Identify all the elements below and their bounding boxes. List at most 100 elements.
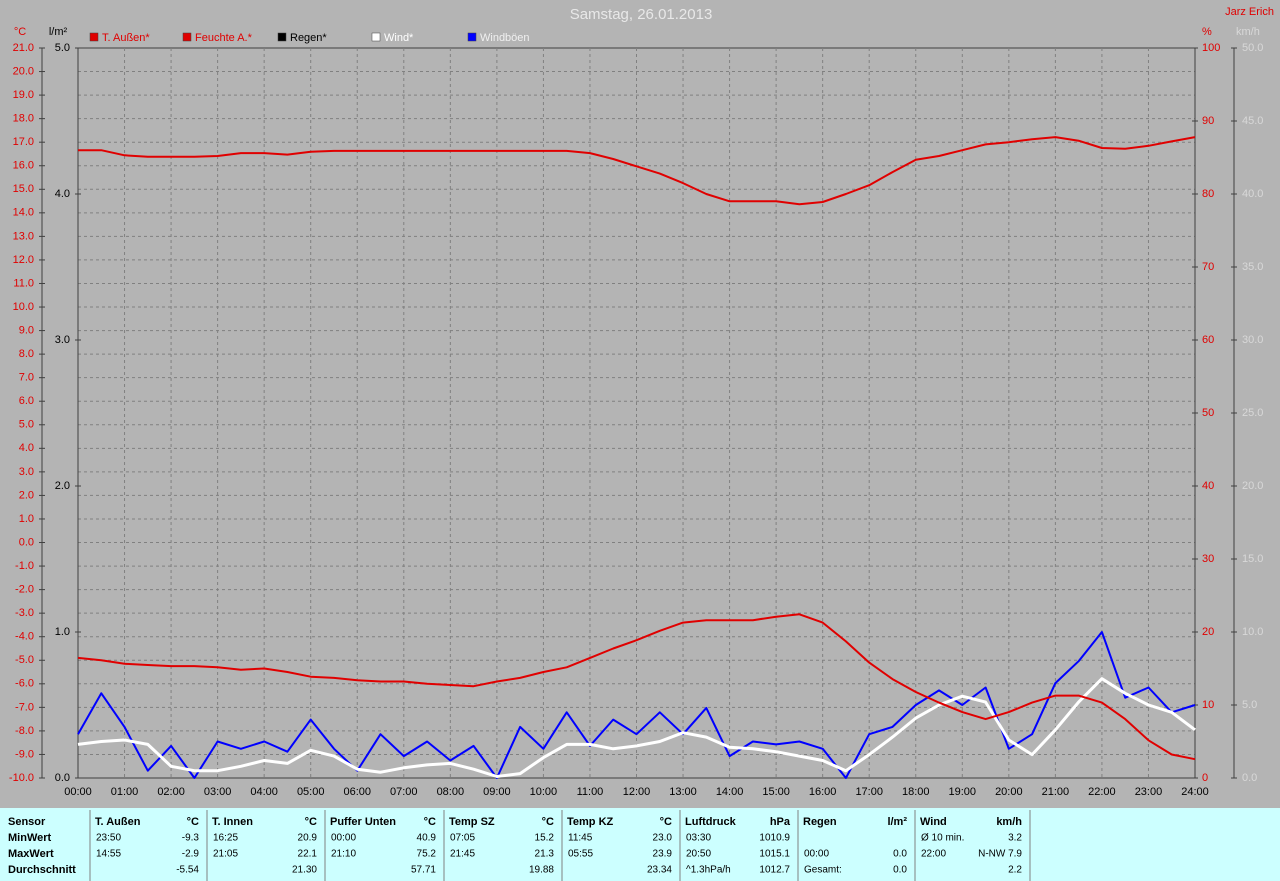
cell-time: 20:50 (686, 849, 711, 860)
y-tick-label: 3.0 (55, 334, 70, 346)
cell-value: 57.71 (411, 865, 436, 876)
legend-swatch (277, 32, 287, 42)
cell-value: 1010.9 (759, 833, 790, 844)
x-tick-label: 05:00 (297, 786, 325, 798)
y-tick-label: 5.0 (55, 42, 70, 54)
legend-swatch (182, 32, 192, 42)
y-tick-label: 80 (1202, 188, 1214, 200)
legend-label: Windböen (480, 32, 530, 44)
legend-label: T. Außen* (102, 32, 150, 44)
y-tick-label: 19.0 (13, 89, 34, 101)
column-unit: hPa (770, 816, 791, 828)
row-label: Sensor (8, 816, 46, 828)
y-tick-label: 15.0 (1242, 553, 1263, 565)
y-tick-label: 30.0 (1242, 334, 1263, 346)
column-unit: °C (305, 816, 317, 828)
cell-value: 2.2 (1008, 865, 1022, 876)
x-tick-label: 07:00 (390, 786, 418, 798)
y-tick-label: 4.0 (55, 188, 70, 200)
y-tick-label: 0.0 (19, 536, 34, 548)
y-tick-label: 40.0 (1242, 188, 1263, 200)
cell-value: N-NW 7.9 (978, 849, 1022, 860)
y-tick-label: 4.0 (19, 442, 34, 454)
y-tick-label: 5.0 (19, 419, 34, 431)
x-tick-label: 24:00 (1181, 786, 1209, 798)
legend-label: Feuchte A.* (195, 32, 253, 44)
y-tick-label: -5.0 (15, 654, 34, 666)
legend-swatch (371, 32, 381, 42)
y-tick-label: -6.0 (15, 678, 34, 690)
stats-background (0, 808, 1280, 881)
y-tick-label: 14.0 (13, 207, 34, 219)
x-tick-label: 19:00 (949, 786, 977, 798)
cell-value: 3.2 (1008, 833, 1022, 844)
x-tick-label: 17:00 (855, 786, 883, 798)
y-tick-label: -10.0 (9, 772, 34, 784)
x-tick-label: 16:00 (809, 786, 837, 798)
y-tick-label: 100 (1202, 42, 1220, 54)
cell-time: 05:55 (568, 849, 593, 860)
cell-time: 00:00 (804, 849, 829, 860)
y-tick-label: 2.0 (19, 489, 34, 501)
y-tick-label: 1.0 (55, 626, 70, 638)
cell-value: 15.2 (535, 833, 555, 844)
y-tick-label: 50 (1202, 407, 1214, 419)
cell-time: 07:05 (450, 833, 475, 844)
x-tick-label: 10:00 (530, 786, 558, 798)
y-tick-label: -8.0 (15, 725, 34, 737)
cell-time: 11:45 (568, 833, 593, 844)
x-tick-label: 23:00 (1135, 786, 1163, 798)
column-unit: l/m² (887, 816, 907, 828)
x-tick-label: 15:00 (762, 786, 790, 798)
cell-time: 21:45 (450, 849, 475, 860)
cell-time: 16:25 (213, 833, 238, 844)
y-tick-label: 90 (1202, 115, 1214, 127)
y-tick-label: 3.0 (19, 466, 34, 478)
y-tick-label: -3.0 (15, 607, 34, 619)
x-tick-label: 09:00 (483, 786, 511, 798)
x-tick-label: 08:00 (437, 786, 465, 798)
x-tick-label: 00:00 (64, 786, 92, 798)
row-label: MaxWert (8, 848, 54, 860)
cell-time: ^1.3hPa/h (686, 865, 731, 876)
cell-time: 21:10 (331, 849, 356, 860)
series-line (77, 613, 1196, 761)
x-tick-label: 04:00 (250, 786, 278, 798)
y-tick-label: 17.0 (13, 136, 34, 148)
y-tick-label: -9.0 (15, 748, 34, 760)
series-line (77, 677, 1196, 778)
author: Jarz Erich (1225, 6, 1274, 18)
cell-value: 0.0 (893, 865, 907, 876)
y-tick-label: 18.0 (13, 113, 34, 125)
x-tick-label: 18:00 (902, 786, 930, 798)
y-tick-label: 0 (1202, 772, 1208, 784)
y-tick-label: 12.0 (13, 254, 34, 266)
column-unit: km/h (996, 816, 1022, 828)
cell-value: 0.0 (893, 849, 907, 860)
column-unit: °C (424, 816, 436, 828)
column-title: Luftdruck (685, 816, 737, 828)
cell-value: 40.9 (417, 833, 437, 844)
y-tick-label: 20 (1202, 626, 1214, 638)
cell-time: 21:05 (213, 849, 238, 860)
y-tick-label: 11.0 (13, 277, 34, 289)
x-tick-label: 03:00 (204, 786, 232, 798)
y-tick-label: 8.0 (19, 348, 34, 360)
y-tick-label: 35.0 (1242, 261, 1263, 273)
y-tick-label: 0.0 (55, 772, 70, 784)
x-tick-label: 01:00 (111, 786, 139, 798)
cell-value: -9.3 (182, 833, 200, 844)
cell-value: 22.1 (298, 849, 318, 860)
cell-time: 03:30 (686, 833, 711, 844)
axis-unit: km/h (1236, 26, 1260, 38)
cell-value: 1012.7 (759, 865, 790, 876)
y-tick-label: 20.0 (13, 65, 34, 77)
y-tick-label: -7.0 (15, 701, 34, 713)
legend-swatch (89, 32, 99, 42)
row-label: MinWert (8, 832, 52, 844)
cell-value: -5.54 (176, 865, 199, 876)
column-title: Wind (920, 816, 947, 828)
y-tick-label: 70 (1202, 261, 1214, 273)
cell-value: 23.34 (647, 865, 672, 876)
